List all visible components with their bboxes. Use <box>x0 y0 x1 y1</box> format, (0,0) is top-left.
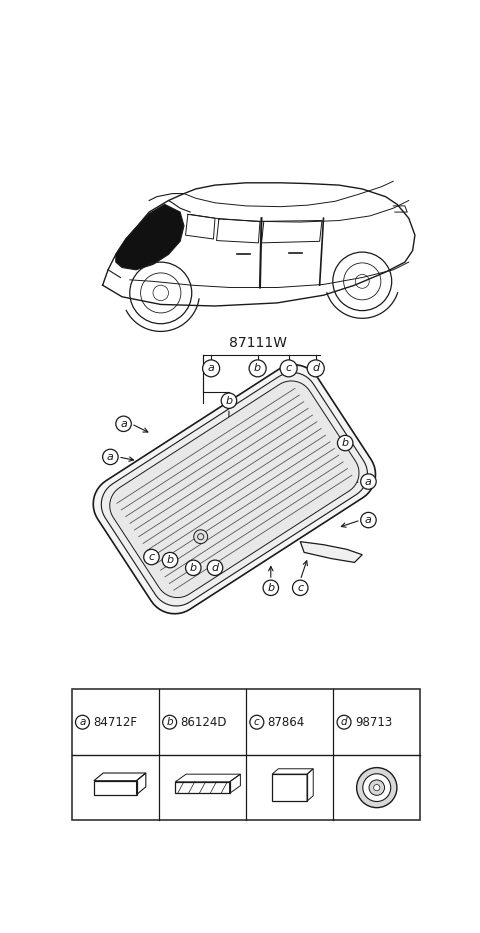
Bar <box>72 689 420 820</box>
Circle shape <box>116 416 132 431</box>
Text: b: b <box>190 563 197 573</box>
Bar <box>272 774 307 801</box>
Polygon shape <box>110 381 359 598</box>
Text: a: a <box>120 419 127 429</box>
Text: 87864: 87864 <box>268 716 305 729</box>
Bar <box>175 782 229 793</box>
Circle shape <box>369 780 384 795</box>
Circle shape <box>280 360 297 377</box>
Circle shape <box>307 360 324 377</box>
Circle shape <box>337 716 351 729</box>
Circle shape <box>292 580 308 595</box>
Text: d: d <box>312 363 319 373</box>
Polygon shape <box>116 204 184 270</box>
Text: b: b <box>267 583 275 592</box>
Text: a: a <box>79 717 85 727</box>
Polygon shape <box>93 365 375 614</box>
Text: d: d <box>211 563 218 573</box>
Circle shape <box>186 560 201 576</box>
Circle shape <box>162 552 178 568</box>
Circle shape <box>103 449 118 465</box>
Circle shape <box>221 393 237 409</box>
Text: 87111W: 87111W <box>228 336 287 350</box>
Circle shape <box>337 436 353 451</box>
Text: c: c <box>297 583 303 592</box>
Text: a: a <box>107 452 114 462</box>
Text: d: d <box>341 717 348 727</box>
Circle shape <box>263 580 278 595</box>
Text: c: c <box>148 552 155 562</box>
Text: a: a <box>365 477 372 487</box>
Circle shape <box>357 768 397 808</box>
Polygon shape <box>101 372 368 606</box>
Text: b: b <box>342 439 349 448</box>
Circle shape <box>144 550 159 564</box>
Circle shape <box>194 530 208 544</box>
Circle shape <box>163 716 177 729</box>
Circle shape <box>203 360 220 377</box>
Circle shape <box>374 785 380 790</box>
Circle shape <box>363 773 391 801</box>
Circle shape <box>207 560 223 576</box>
Text: 84712F: 84712F <box>93 716 137 729</box>
Text: a: a <box>365 515 372 525</box>
Text: b: b <box>167 555 174 565</box>
Text: a: a <box>208 363 215 373</box>
Text: c: c <box>254 717 260 727</box>
Circle shape <box>360 512 376 528</box>
Circle shape <box>250 716 264 729</box>
Circle shape <box>249 360 266 377</box>
Text: c: c <box>286 363 292 373</box>
Text: b: b <box>254 363 261 373</box>
Circle shape <box>360 474 376 489</box>
Text: 98713: 98713 <box>355 716 392 729</box>
Circle shape <box>75 716 89 729</box>
Text: b: b <box>226 396 232 406</box>
Bar <box>94 781 136 795</box>
Text: b: b <box>167 717 173 727</box>
Text: 86124D: 86124D <box>180 716 227 729</box>
Polygon shape <box>300 542 362 563</box>
